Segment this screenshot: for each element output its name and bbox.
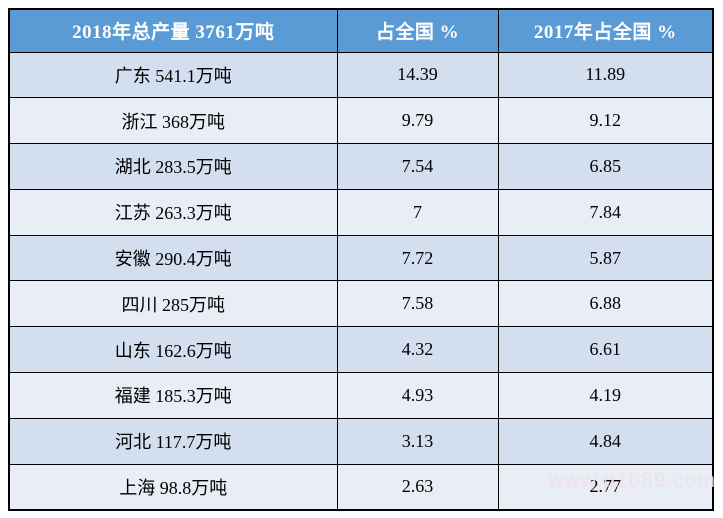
region-cell: 湖北 283.5万吨: [8, 143, 338, 190]
region-cell: 福建 185.3万吨: [8, 372, 338, 419]
region-cell: 山东 162.6万吨: [8, 326, 338, 374]
table-row: 上海 98.8万吨 2.63 2.77: [8, 463, 714, 511]
share-2017-cell: 7.84: [497, 188, 714, 236]
share-2017-cell: 4.19: [497, 372, 714, 419]
table-row: 安徽 290.4万吨 7.72 5.87: [8, 234, 714, 282]
share-2017-cell: 2.77: [497, 463, 714, 511]
share-2017-cell: 4.84: [497, 417, 714, 465]
table-row: 河北 117.7万吨 3.13 4.84: [8, 417, 714, 465]
table-row: 四川 285万吨 7.58 6.88: [8, 280, 714, 328]
region-cell: 上海 98.8万吨: [8, 463, 338, 511]
table-row: 福建 185.3万吨 4.93 4.19: [8, 372, 714, 419]
share-2018-cell: 4.93: [336, 372, 499, 419]
share-2017-cell: 6.85: [497, 143, 714, 190]
region-cell: 浙江 368万吨: [8, 97, 338, 145]
table-row: 广东 541.1万吨 14.39 11.89: [8, 51, 714, 99]
share-2017-cell: 6.88: [497, 280, 714, 328]
table-row: 浙江 368万吨 9.79 9.12: [8, 97, 714, 145]
share-2018-cell: 7.58: [336, 280, 499, 328]
share-2018-cell: 4.32: [336, 326, 499, 374]
share-2018-cell: 7: [336, 188, 499, 236]
region-cell: 河北 117.7万吨: [8, 417, 338, 465]
share-2017-cell: 11.89: [497, 51, 714, 99]
share-2018-cell: 7.54: [336, 143, 499, 190]
share-2018-cell: 14.39: [336, 51, 499, 99]
share-2017-cell: 6.61: [497, 326, 714, 374]
header-total-production: 2018年总产量 3761万吨: [8, 8, 338, 53]
region-cell: 安徽 290.4万吨: [8, 234, 338, 282]
share-2017-cell: 9.12: [497, 97, 714, 145]
header-share-2018: 占全国 %: [336, 8, 499, 53]
table-row: 山东 162.6万吨 4.32 6.61: [8, 326, 714, 374]
share-2017-cell: 5.87: [497, 234, 714, 282]
region-cell: 四川 285万吨: [8, 280, 338, 328]
region-cell: 广东 541.1万吨: [8, 51, 338, 99]
production-table-container: 2018年总产量 3761万吨 占全国 % 2017年占全国 % 广东 541.…: [8, 8, 714, 511]
share-2018-cell: 3.13: [336, 417, 499, 465]
header-share-2017: 2017年占全国 %: [497, 8, 714, 53]
production-share-table: 2018年总产量 3761万吨 占全国 % 2017年占全国 % 广东 541.…: [8, 8, 714, 511]
table-row: 湖北 283.5万吨 7.54 6.85: [8, 143, 714, 190]
share-2018-cell: 2.63: [336, 463, 499, 511]
share-2018-cell: 9.79: [336, 97, 499, 145]
share-2018-cell: 7.72: [336, 234, 499, 282]
region-cell: 江苏 263.3万吨: [8, 188, 338, 236]
table-row: 江苏 263.3万吨 7 7.84: [8, 188, 714, 236]
header-row: 2018年总产量 3761万吨 占全国 % 2017年占全国 %: [8, 8, 714, 53]
